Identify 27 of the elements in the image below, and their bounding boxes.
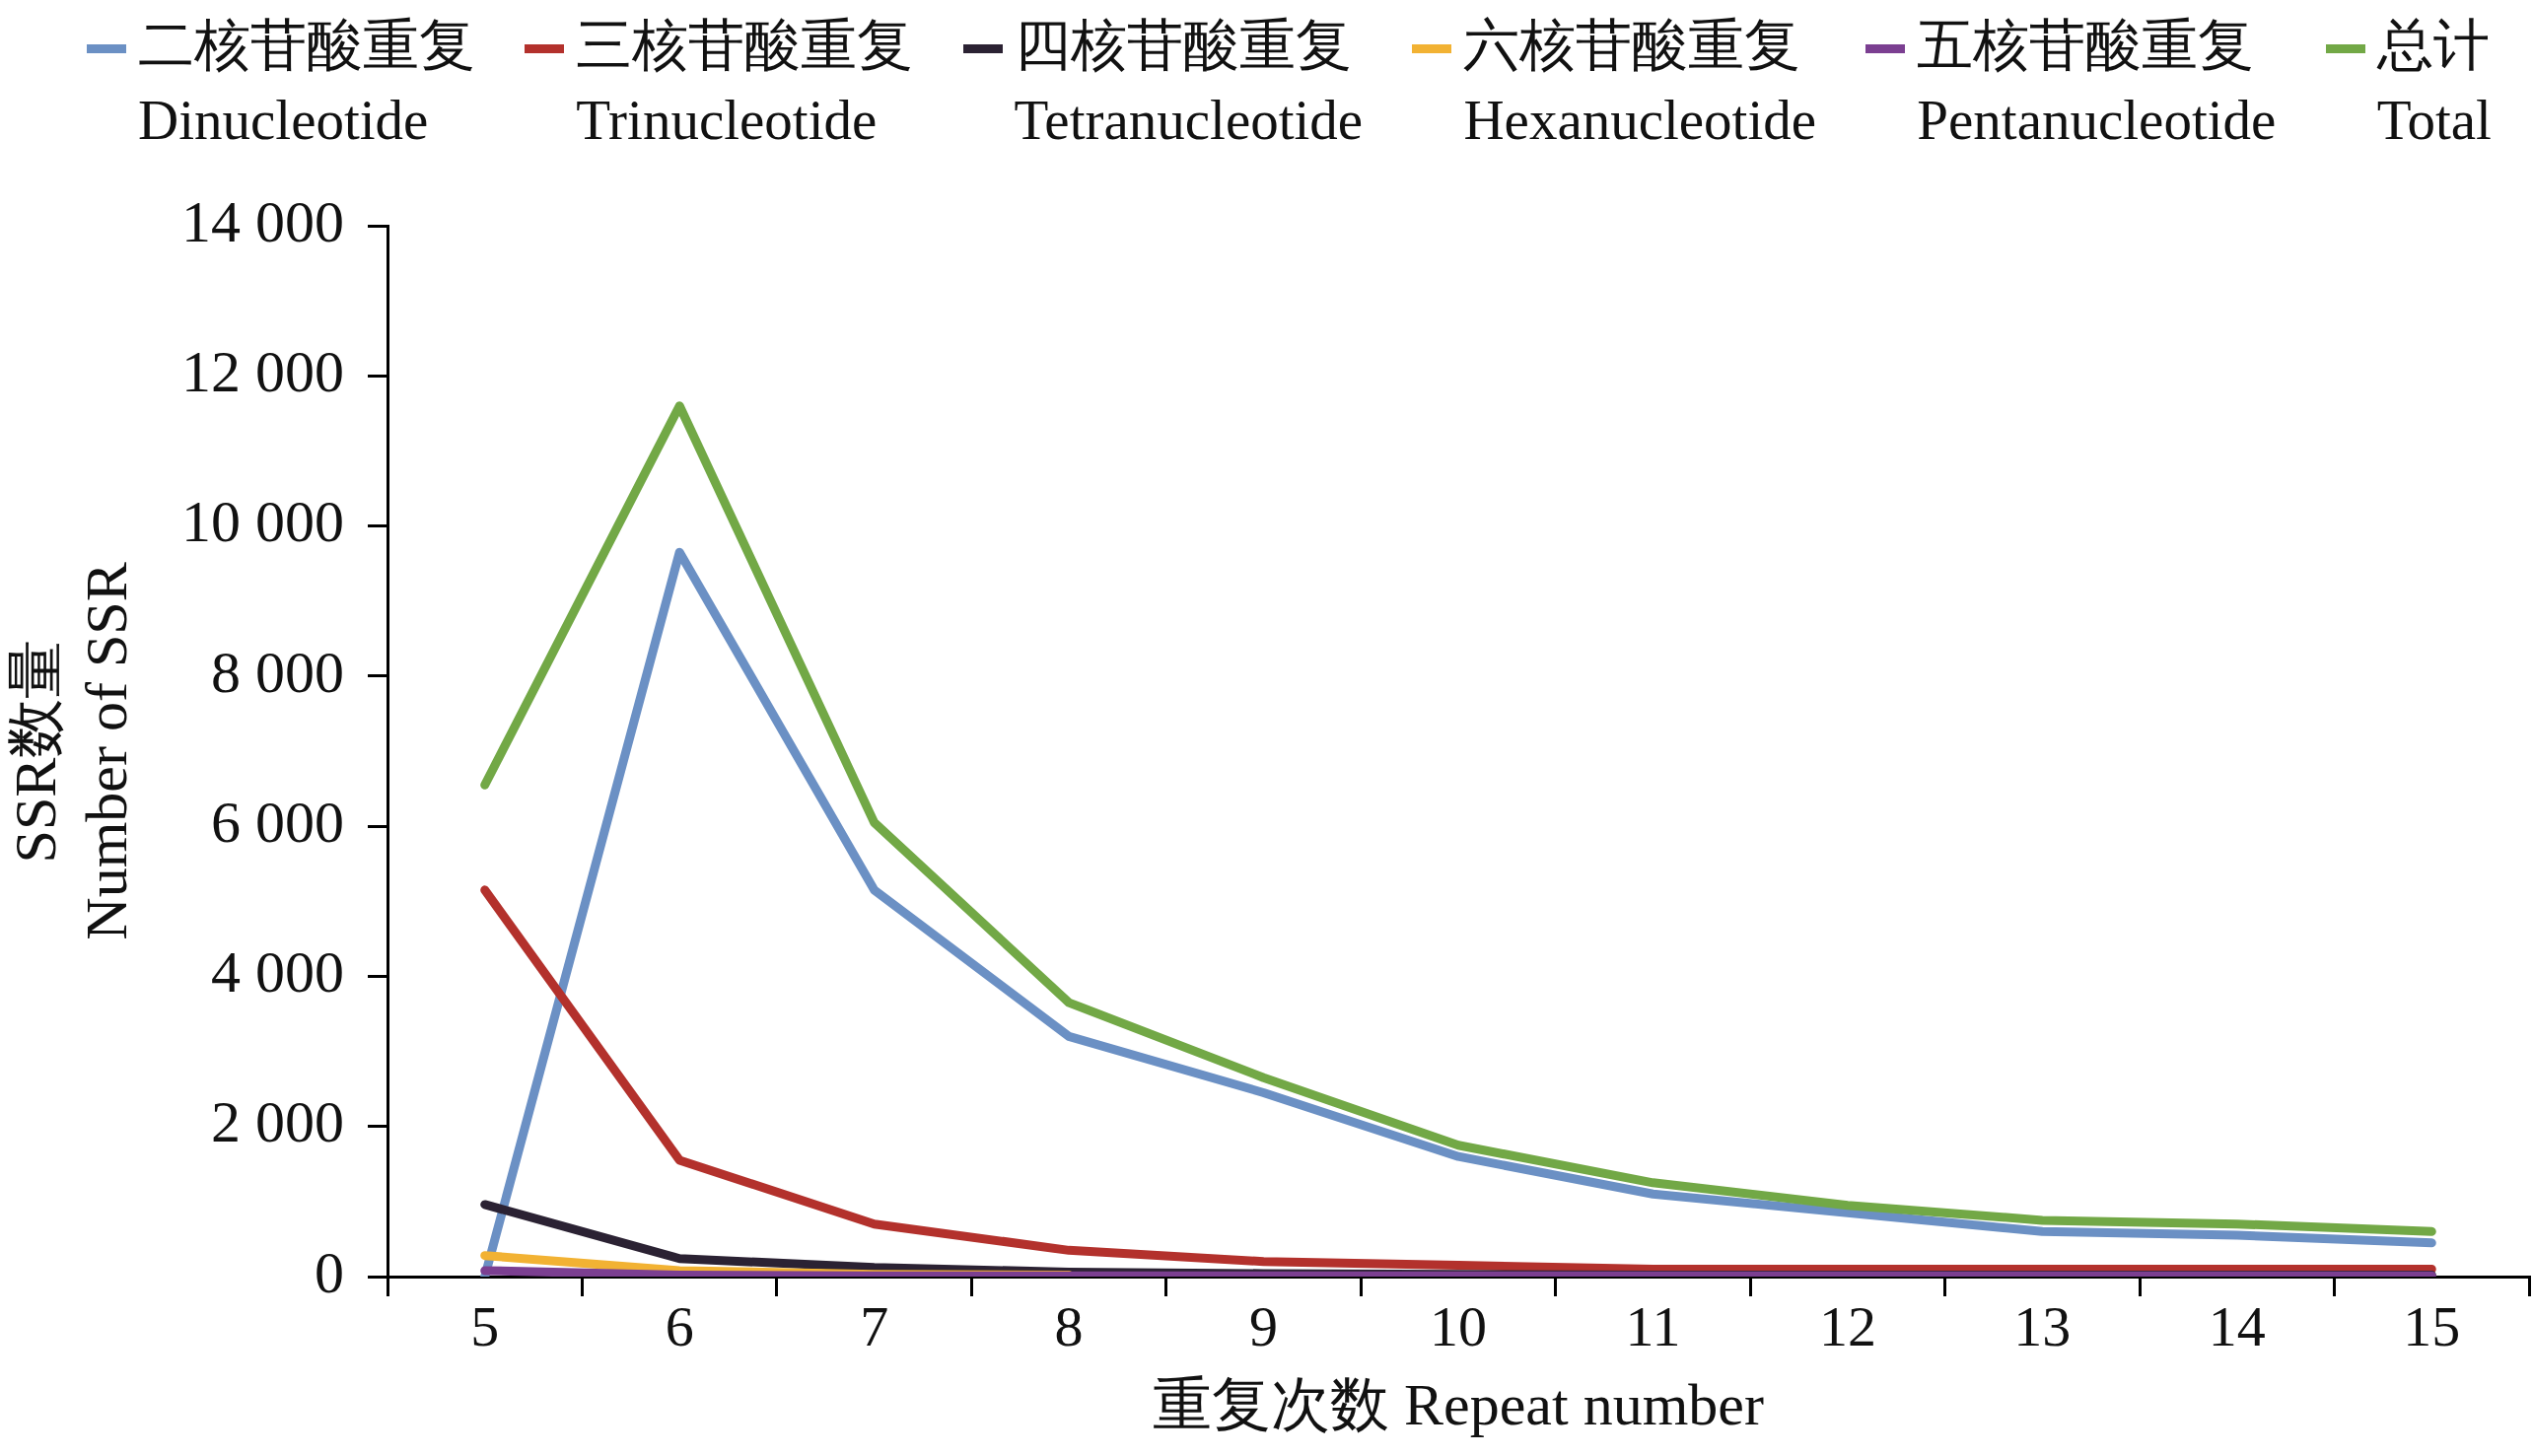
x-tick-label: 7	[860, 1294, 889, 1359]
y-axis-title: SSR数量 Number of SSR	[2, 562, 139, 940]
x-tick-label: 15	[2403, 1294, 2461, 1359]
y-tick-label: 4 000	[211, 939, 344, 1005]
y-tick-label: 6 000	[211, 789, 344, 855]
x-tick-label: 9	[1249, 1294, 1279, 1359]
x-tick-label: 14	[2208, 1294, 2266, 1359]
x-tick-label: 10	[1430, 1294, 1487, 1359]
legend-label: 三核苷酸重复 Trinucleotide	[576, 13, 914, 153]
x-tick-label: 13	[2013, 1294, 2072, 1359]
legend-label: 六核苷酸重复 Hexanucleotide	[1463, 13, 1817, 153]
x-tick-label: 12	[1818, 1294, 1876, 1359]
y-tick-label: 2 000	[211, 1089, 344, 1155]
y-tick-label: 8 000	[211, 639, 344, 705]
legend-label: 二核苷酸重复 Dinucleotide	[138, 13, 475, 153]
x-tick-label: 11	[1625, 1294, 1681, 1359]
y-tick-label: 0	[315, 1239, 344, 1305]
y-tick-label: 12 000	[181, 339, 344, 405]
y-tick-label: 10 000	[181, 489, 344, 555]
legend-label: 四核苷酸重复 Tetranucleotide	[1014, 13, 1364, 153]
x-tick-label: 8	[1054, 1294, 1084, 1359]
x-tick-label: 6	[665, 1294, 694, 1359]
x-axis-title: 重复次数 Repeat number	[1153, 1371, 1764, 1437]
x-tick-label: 5	[470, 1294, 500, 1359]
legend-label: 总计 Total	[2376, 13, 2492, 153]
y-tick-label: 14 000	[181, 188, 344, 254]
legend-label: 五核苷酸重复 Pentanucleotide	[1917, 13, 2277, 153]
